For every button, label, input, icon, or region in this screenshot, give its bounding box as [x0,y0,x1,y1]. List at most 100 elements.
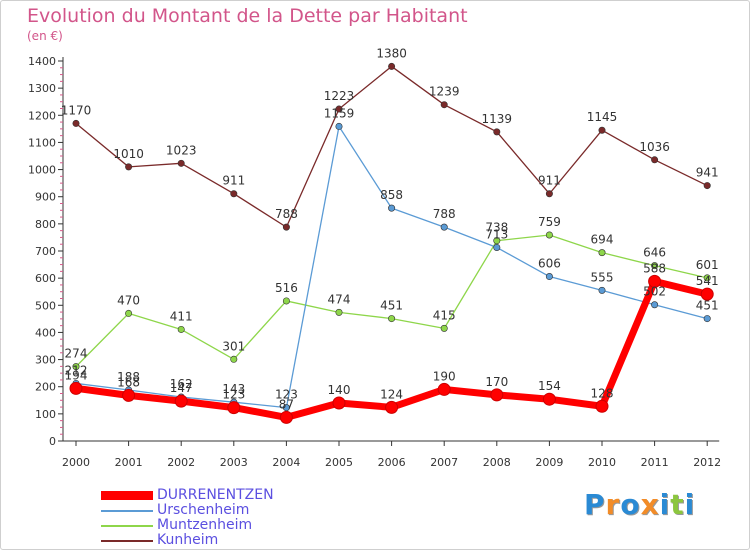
data-point [72,363,80,371]
data-label: 911 [222,174,245,188]
data-point [545,231,553,239]
y-tick-label: 700 [35,245,56,258]
data-point [388,204,396,212]
data-label: 788 [275,207,298,221]
data-label: 911 [538,174,561,188]
data-point [282,404,290,412]
data-label: 713 [485,227,508,241]
legend-swatch-durrenentzen [101,491,153,500]
data-label: 470 [117,293,140,307]
data-point [279,410,293,424]
data-label: 123 [222,388,245,402]
x-tick-label: 2010 [588,456,616,469]
data-label: 1170 [61,103,92,117]
data-point [69,381,83,395]
data-label: 601 [696,258,719,272]
data-point [227,401,241,415]
y-tick-label: 800 [35,218,56,231]
data-label: 516 [275,281,298,295]
data-point [177,159,185,167]
data-label: 128 [591,386,614,400]
data-label: 1223 [324,89,355,103]
data-label: 301 [222,339,245,353]
data-label: 694 [591,233,614,247]
logo-letter: x [640,488,660,521]
data-label: 1239 [429,85,460,99]
data-label: 1023 [166,143,197,157]
y-tick-label: 600 [35,272,56,285]
x-tick-label: 2004 [272,456,300,469]
x-tick-label: 2011 [641,456,669,469]
data-point [493,237,501,245]
data-point [335,308,343,316]
chart-legend: DURRENENTZEN Urschenheim Muntzenheim Kun… [101,488,274,548]
data-point [648,274,662,288]
data-point [440,324,448,332]
data-label: 147 [170,381,193,395]
data-point [282,223,290,231]
data-label: 1380 [376,46,407,60]
data-point [598,126,606,134]
legend-item-durrenentzen: DURRENENTZEN [101,488,274,503]
data-label: 474 [328,292,351,306]
y-tick-label: 1400 [28,55,56,68]
legend-swatch-urschenheim [101,509,153,512]
data-label: 1159 [324,106,355,120]
data-label: 212 [65,363,88,377]
data-label: 1145 [587,110,618,124]
legend-item-muntzenheim: Muntzenheim [101,518,274,533]
legend-item-urschenheim: Urschenheim [101,503,274,518]
y-tick-label: 900 [35,191,56,204]
data-point [230,190,238,198]
data-label: 451 [380,299,403,313]
data-label: 941 [696,166,719,180]
legend-label-urschenheim: Urschenheim [157,502,250,518]
data-label: 124 [380,387,403,401]
y-tick-label: 0 [49,435,56,448]
data-label: 858 [380,188,403,202]
data-label: 451 [696,299,719,313]
data-label: 1139 [482,112,513,126]
data-label: 162 [170,377,193,391]
data-point [700,287,714,301]
legend-swatch-kunheim [101,539,153,542]
legend-label-durrenentzen: DURRENENTZEN [157,487,274,503]
y-tick-label: 400 [35,326,56,339]
data-label: 1010 [113,147,144,161]
logo-letter: i [659,488,671,521]
data-label: 274 [65,347,88,361]
proxiti-logo: Proxiti [584,488,695,521]
data-point [335,105,343,113]
data-label: 168 [117,375,140,389]
data-label: 1036 [639,140,670,154]
data-point [282,297,290,305]
legend-swatch-muntzenheim [101,524,153,527]
data-point [174,394,188,408]
data-label: 154 [538,379,561,393]
data-point [703,182,711,190]
data-label: 606 [538,257,561,271]
data-point [595,399,609,413]
data-label: 415 [433,308,456,322]
data-point [545,273,553,281]
data-point [542,392,556,406]
data-point [703,274,711,282]
data-label: 123 [275,388,298,402]
y-tick-label: 500 [35,299,56,312]
data-point [177,325,185,333]
y-tick-label: 1200 [28,109,56,122]
data-label: 411 [170,309,193,323]
legend-label-kunheim: Kunheim [157,532,219,548]
x-tick-label: 2000 [62,456,90,469]
data-point [493,243,501,251]
data-point [122,388,136,402]
y-tick-label: 1000 [28,164,56,177]
data-point [545,190,553,198]
data-label: 502 [643,285,666,299]
logo-letter: P [584,488,606,521]
data-point [440,101,448,109]
y-tick-label: 200 [35,381,56,394]
y-tick-label: 1300 [28,82,56,95]
x-tick-label: 2001 [115,456,143,469]
